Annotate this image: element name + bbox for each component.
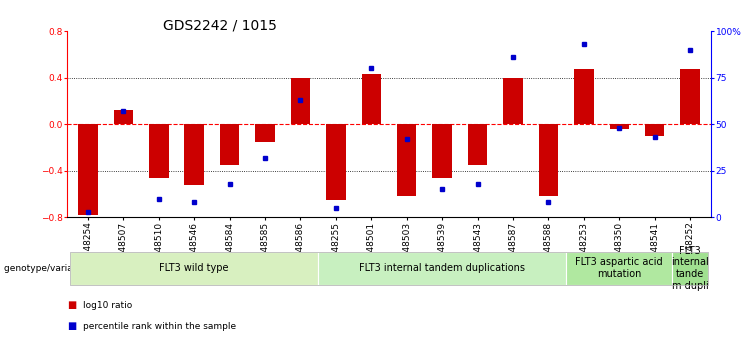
Bar: [672, 31, 708, 217]
Text: GDS2242 / 1015: GDS2242 / 1015: [163, 19, 277, 33]
Text: genotype/variation ▶: genotype/variation ▶: [4, 264, 100, 273]
Bar: [539, 124, 558, 196]
Bar: [362, 74, 381, 124]
Bar: [318, 31, 353, 217]
Bar: [290, 78, 310, 124]
Bar: [113, 110, 133, 124]
Text: ■: ■: [67, 321, 76, 331]
Bar: [425, 31, 460, 217]
Bar: [495, 31, 531, 217]
Bar: [602, 31, 637, 217]
Bar: [503, 78, 522, 124]
Bar: [79, 124, 98, 215]
Text: log10 ratio: log10 ratio: [83, 301, 132, 310]
Bar: [141, 31, 176, 217]
Bar: [637, 31, 672, 217]
Bar: [645, 124, 665, 136]
Bar: [176, 31, 212, 217]
Bar: [353, 31, 389, 217]
Bar: [220, 124, 239, 165]
Bar: [433, 124, 452, 178]
Bar: [247, 31, 283, 217]
Bar: [70, 31, 106, 217]
Bar: [680, 69, 700, 124]
Bar: [574, 69, 594, 124]
Bar: [149, 124, 168, 178]
Text: FLT3
internal
tande
m dupli: FLT3 internal tande m dupli: [671, 246, 709, 290]
Text: percentile rank within the sample: percentile rank within the sample: [83, 322, 236, 331]
Bar: [106, 31, 141, 217]
Text: FLT3 aspartic acid
mutation: FLT3 aspartic acid mutation: [576, 257, 663, 279]
Text: ■: ■: [67, 300, 76, 310]
Bar: [283, 31, 318, 217]
Bar: [610, 124, 629, 129]
Bar: [326, 124, 345, 200]
Bar: [566, 31, 602, 217]
Text: FLT3 internal tandem duplications: FLT3 internal tandem duplications: [359, 263, 525, 273]
Bar: [397, 124, 416, 196]
Text: FLT3 wild type: FLT3 wild type: [159, 263, 229, 273]
Bar: [389, 31, 425, 217]
Bar: [212, 31, 247, 217]
Bar: [460, 31, 495, 217]
Bar: [256, 124, 275, 142]
Bar: [531, 31, 566, 217]
Bar: [468, 124, 488, 165]
Bar: [185, 124, 204, 185]
